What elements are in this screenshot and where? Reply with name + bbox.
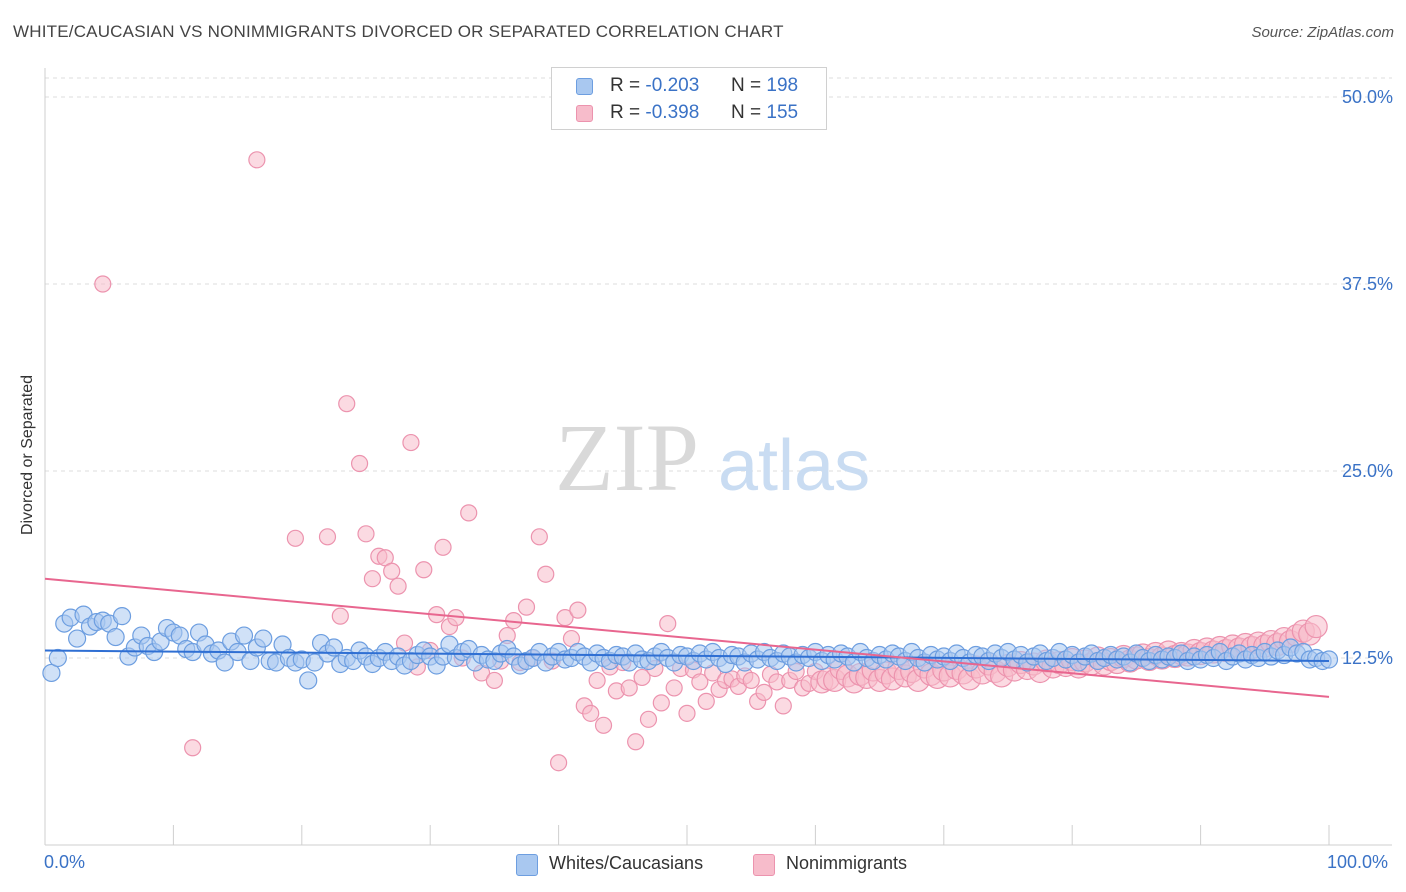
nonimmigrants-point — [659, 614, 677, 633]
y-tick-label: 12.5% — [1341, 648, 1393, 668]
nonimmigrants-point — [485, 671, 503, 690]
nonimmigrants-point — [697, 692, 715, 710]
nonimmigrants-point — [402, 433, 420, 452]
watermark-zip: ZIP — [555, 404, 699, 511]
x-tick-label-min: 0.0% — [44, 852, 86, 872]
nonimmigrants-trend-line — [44, 577, 1330, 698]
nonimmigrants-point — [549, 754, 568, 772]
nonimmigrants-point — [594, 716, 613, 734]
nonimmigrants-point — [742, 671, 760, 690]
nonimmigrants-point — [652, 694, 670, 712]
nonimmigrants-point — [1304, 614, 1328, 639]
n-label: N = — [731, 102, 762, 123]
gridlines — [45, 77, 1392, 659]
n-label: N = — [731, 75, 762, 96]
nonimmigrants-point — [569, 601, 587, 619]
whites-point — [67, 629, 87, 648]
nonimmigrants-point — [633, 668, 651, 687]
nonimmigrants-point — [755, 683, 773, 702]
whites-point — [48, 648, 67, 668]
n-value: 198 — [766, 75, 799, 96]
whites-legend-swatch — [516, 854, 538, 876]
nonimmigrants-point — [357, 525, 375, 543]
nonimmigrants-point — [383, 562, 401, 580]
nonimmigrants-point — [363, 570, 382, 588]
chart-title: WHITE/CAUCASIAN VS NONIMMIGRANTS DIVORCE… — [13, 22, 784, 41]
nonimmigrants-point — [537, 565, 555, 583]
nonimmigrants-point — [338, 395, 356, 413]
whites-point — [234, 626, 254, 645]
r-label: R = — [610, 75, 641, 96]
nonimmigrants-point — [350, 454, 369, 473]
y-tick-label: 25.0% — [1341, 461, 1393, 481]
whites-point — [299, 671, 318, 690]
nonimmigrants-point — [318, 528, 337, 546]
nonimmigrants-point — [678, 704, 696, 722]
whites-point — [42, 663, 61, 683]
nonimmigrants-point — [94, 275, 112, 293]
nonimmigrants-point — [530, 528, 548, 546]
whites-point — [305, 653, 324, 672]
nonimmigrants-legend-swatch — [753, 854, 775, 876]
nonimmigrants-point — [286, 529, 304, 547]
whites-point — [106, 627, 125, 647]
whites-point — [1319, 650, 1339, 669]
nonimmigrants-point — [248, 151, 266, 169]
nonimmigrants-point — [517, 598, 536, 616]
y-tick-label: 37.5% — [1341, 274, 1393, 294]
whites-swatch — [576, 78, 593, 95]
whites-trend-line — [44, 649, 1330, 662]
nonimmigrants-point — [582, 704, 600, 722]
whites-point — [324, 638, 343, 657]
whites-legend-label: Whites/Caucasians — [549, 853, 704, 873]
nonimmigrants-point — [639, 710, 658, 728]
y-tick-label: 50.0% — [1341, 87, 1393, 107]
nonimmigrants-point — [588, 671, 606, 690]
nonimmigrants-point — [331, 607, 349, 625]
nonimmigrants-legend-label: Nonimmigrants — [786, 853, 908, 873]
n-value: 155 — [766, 102, 799, 123]
trend-lines — [44, 577, 1330, 698]
nonimmigrants-point — [620, 679, 638, 697]
nonimmigrants-point — [691, 673, 709, 691]
whites-point — [254, 629, 273, 648]
nonimmigrants-point — [460, 504, 478, 522]
nonimmigrants-point — [184, 739, 202, 757]
correlation-legend: R = -0.203 N = 198 R = -0.398 N = 155 — [551, 67, 827, 130]
nonimmigrants-point — [665, 679, 683, 697]
r-value: -0.203 — [645, 75, 700, 96]
r-label: R = — [610, 102, 641, 123]
axes — [44, 68, 1392, 846]
whites-point — [112, 607, 132, 626]
nonimmigrants-points — [94, 151, 1328, 772]
whites-point — [215, 653, 234, 672]
watermark: ZIP atlas — [555, 404, 870, 511]
nonimmigrants-point — [774, 697, 792, 715]
r-value: -0.398 — [645, 102, 700, 123]
nonimmigrants-point — [389, 577, 407, 595]
x-tick-label-max: 100.0% — [1327, 852, 1389, 872]
source-label: Source: ZipAtlas.com — [1251, 24, 1394, 41]
watermark-atlas: atlas — [718, 426, 870, 506]
nonimmigrants-swatch — [576, 105, 593, 122]
nonimmigrants-point — [627, 733, 645, 751]
nonimmigrants-point — [415, 561, 433, 579]
nonimmigrants-point — [434, 538, 452, 556]
